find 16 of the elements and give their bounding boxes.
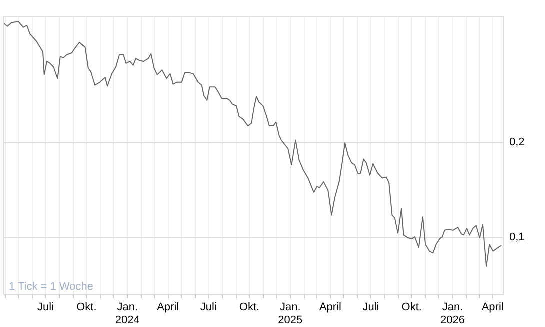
line-series (4, 21, 502, 267)
x-tick-label: Juli (200, 302, 217, 314)
x-tick-label: Jan. 2024 (115, 302, 140, 326)
x-tick-label: Juli (38, 302, 54, 314)
x-tick-label: Okt. (239, 302, 260, 314)
x-tick-label: Okt. (402, 302, 422, 314)
x-tick-label: April (482, 302, 504, 314)
annotation: 1 Tick = 1 Woche (9, 281, 94, 293)
x-tick-label: Jan. 2026 (440, 302, 466, 326)
x-tick-label: Okt. (76, 302, 97, 314)
x-tick-label: April (157, 302, 180, 314)
y-tick-label: 0,2 (510, 136, 525, 149)
y-tick-label: 0,1 (510, 232, 525, 244)
x-tick-label: Jan. 2025 (278, 302, 303, 326)
x-tick-label: April (319, 302, 342, 314)
x-tick-label: Juli (362, 302, 380, 314)
